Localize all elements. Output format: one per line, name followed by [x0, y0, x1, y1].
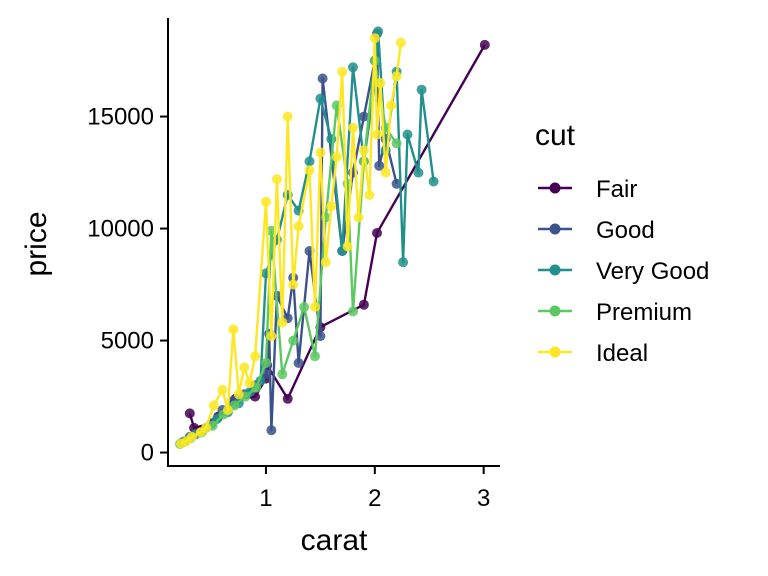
data-point — [320, 257, 331, 268]
data-point — [348, 306, 358, 317]
x-tick-label: 3 — [477, 485, 490, 512]
data-point — [315, 93, 326, 104]
data-point — [201, 422, 212, 433]
data-point — [315, 147, 326, 158]
x-tick-label: 2 — [368, 485, 381, 512]
data-point — [326, 201, 337, 212]
data-point — [372, 129, 382, 140]
data-point — [358, 111, 369, 122]
y-tick-label: 5000 — [101, 328, 154, 355]
data-point — [244, 378, 255, 389]
data-point — [304, 165, 315, 176]
legend-label: Good — [596, 217, 655, 244]
data-point — [277, 369, 288, 380]
data-point — [222, 405, 233, 415]
series-very-good — [179, 26, 439, 447]
data-point — [293, 221, 304, 232]
data-point — [342, 241, 353, 252]
legend-point-key — [549, 223, 561, 235]
legend-point-key — [549, 305, 561, 317]
legend-point-key — [549, 182, 561, 194]
data-point — [299, 302, 310, 312]
series-line — [181, 32, 398, 444]
y-tick-label: 15000 — [87, 104, 154, 131]
legend-item: Very Good — [538, 258, 709, 285]
data-point — [386, 100, 397, 111]
data-point — [391, 71, 402, 82]
legend-item: Fair — [538, 176, 637, 203]
data-point — [186, 431, 197, 442]
legend-item: Ideal — [538, 340, 648, 367]
data-point — [304, 156, 315, 167]
series-ideal — [176, 33, 406, 449]
data-point — [337, 66, 348, 77]
series-line — [183, 30, 435, 443]
legend-label: Ideal — [596, 340, 648, 367]
data-point — [428, 176, 439, 187]
data-point — [358, 145, 369, 156]
data-point — [364, 190, 375, 200]
data-point — [266, 425, 277, 436]
legend: cut Fair Good Very Good Premium Ideal — [535, 119, 709, 367]
y-tick-label: 0 — [141, 440, 154, 467]
data-point — [261, 358, 271, 368]
x-ticks: 1 2 3 — [259, 466, 490, 512]
y-axis-title: price — [20, 211, 53, 276]
legend-label: Fair — [596, 176, 637, 203]
data-point — [391, 178, 402, 189]
data-point — [239, 362, 250, 373]
data-point — [348, 62, 358, 73]
data-point — [398, 257, 409, 268]
data-point — [353, 212, 364, 223]
data-point — [375, 78, 386, 88]
data-point — [293, 358, 304, 368]
data-point — [317, 73, 328, 84]
data-point — [277, 317, 288, 328]
legend-label: Very Good — [596, 258, 709, 285]
x-tick-label: 1 — [259, 485, 272, 512]
data-point — [282, 111, 293, 122]
data-point — [402, 129, 413, 140]
legend-title: cut — [535, 119, 576, 152]
data-point — [217, 384, 228, 395]
series-line — [179, 59, 398, 446]
legend-item: Premium — [538, 299, 692, 326]
data-point — [413, 167, 424, 178]
data-point — [184, 408, 195, 419]
series-good — [177, 28, 402, 448]
data-point — [250, 351, 261, 362]
data-point — [391, 138, 402, 149]
data-point — [369, 33, 380, 44]
data-point — [380, 167, 391, 178]
data-point — [331, 151, 342, 162]
data-point — [261, 196, 271, 207]
data-point — [310, 302, 320, 312]
data-point — [288, 279, 299, 290]
data-point — [374, 160, 385, 171]
legend-items: Fair Good Very Good Premium Ideal — [538, 176, 709, 367]
data-point — [282, 393, 293, 404]
legend-point-key — [549, 264, 561, 276]
data-point — [310, 351, 320, 362]
data-point — [271, 174, 282, 185]
plot-marks — [175, 26, 490, 449]
data-point — [479, 39, 490, 50]
data-point — [228, 324, 239, 335]
x-axis-title: carat — [301, 524, 368, 557]
legend-label: Premium — [596, 299, 692, 326]
data-point — [288, 335, 299, 346]
data-point — [233, 389, 244, 400]
legend-point-key — [549, 346, 561, 358]
y-tick-label: 10000 — [87, 216, 154, 243]
data-point — [358, 299, 369, 310]
data-point — [266, 331, 277, 342]
data-point — [208, 400, 219, 411]
data-point — [395, 37, 406, 48]
data-point — [372, 228, 382, 238]
data-point — [348, 122, 358, 133]
data-point — [416, 84, 427, 95]
legend-item: Good — [538, 217, 655, 244]
y-ticks: 0 5000 10000 15000 — [87, 104, 168, 467]
